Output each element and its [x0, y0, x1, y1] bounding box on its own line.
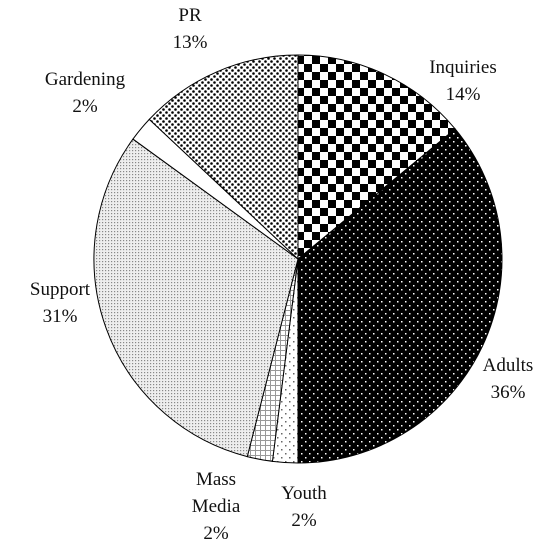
slice-label: Support 31%	[5, 276, 115, 330]
category-label: Adults	[482, 355, 534, 376]
slice-label: Adults 36%	[453, 352, 544, 406]
pie-slice	[297, 54, 456, 261]
pie-slice	[297, 128, 503, 464]
slice-label: Gardening 2%	[30, 66, 140, 120]
value-label: 2%	[203, 523, 229, 544]
value-label: 13%	[172, 32, 208, 53]
category-label: Support	[29, 279, 91, 300]
category-label: Youth	[281, 483, 327, 504]
pie-slice	[93, 138, 299, 458]
category-label: Gardening	[44, 69, 126, 90]
category-label: PR	[178, 5, 202, 26]
category-label: Mass Media	[191, 469, 241, 517]
slice-label: Mass Media 2%	[186, 466, 246, 545]
category-label: Inquiries	[429, 57, 497, 78]
value-label: 31%	[42, 306, 78, 327]
slice-label: Youth 2%	[249, 480, 359, 534]
value-label: 36%	[490, 382, 526, 403]
slice-label: PR 13%	[135, 2, 245, 56]
pie-slice	[148, 54, 299, 261]
slice-label: Inquiries 14%	[408, 54, 518, 108]
value-label: 2%	[72, 96, 98, 117]
value-label: 14%	[445, 84, 481, 105]
value-label: 2%	[291, 510, 317, 531]
